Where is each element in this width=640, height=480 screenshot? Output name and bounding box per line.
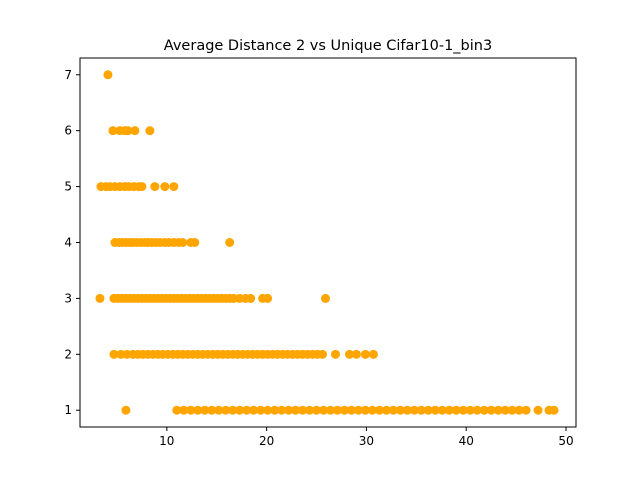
data-point xyxy=(284,405,294,415)
data-point xyxy=(312,405,322,415)
data-point xyxy=(190,238,200,247)
data-point xyxy=(493,405,503,415)
data-point xyxy=(451,405,461,415)
x-axis: 10 20 30 40 50 xyxy=(159,427,574,448)
data-point xyxy=(319,405,329,415)
data-point xyxy=(277,405,287,415)
data-point xyxy=(521,405,531,415)
y-tick-label: 2 xyxy=(64,347,72,361)
data-point xyxy=(368,349,378,359)
data-point xyxy=(214,405,224,415)
y-tick-label: 4 xyxy=(64,236,72,250)
x-tick-label: 10 xyxy=(159,434,174,448)
x-tick-label: 50 xyxy=(558,434,573,448)
chart-title: Average Distance 2 vs Unique Cifar10-1_b… xyxy=(164,38,492,54)
data-point xyxy=(186,405,196,415)
data-point xyxy=(172,405,182,415)
data-point xyxy=(472,405,482,415)
y-tick-label: 5 xyxy=(64,180,72,194)
data-point xyxy=(486,405,496,415)
data-point xyxy=(169,182,179,192)
data-point xyxy=(416,405,426,415)
data-point xyxy=(409,405,419,415)
data-point xyxy=(305,405,315,415)
data-point xyxy=(225,238,235,247)
data-point xyxy=(430,405,440,415)
data-point xyxy=(395,405,405,415)
y-axis: 1 2 3 4 5 6 7 xyxy=(64,68,80,417)
data-point xyxy=(242,405,252,415)
data-point xyxy=(344,349,354,359)
y-tick-label: 1 xyxy=(64,403,72,417)
data-point xyxy=(130,126,140,136)
y-tick-label: 6 xyxy=(64,124,72,138)
data-point xyxy=(321,293,331,303)
data-point xyxy=(437,405,447,415)
data-point xyxy=(179,405,189,415)
data-point xyxy=(137,182,147,192)
data-point xyxy=(402,405,412,415)
data-point xyxy=(465,405,475,415)
data-point xyxy=(109,349,119,359)
data-point xyxy=(103,70,113,80)
data-point xyxy=(332,405,342,415)
data-point xyxy=(549,405,559,415)
data-point xyxy=(263,293,273,303)
y-tick-label: 7 xyxy=(64,68,72,82)
data-point xyxy=(360,405,370,415)
x-tick-label: 40 xyxy=(459,434,474,448)
data-point xyxy=(178,238,188,247)
data-point xyxy=(160,182,170,192)
data-point xyxy=(346,405,356,415)
data-point xyxy=(291,405,301,415)
data-point xyxy=(444,405,454,415)
data-point xyxy=(256,405,266,415)
data-point xyxy=(108,126,118,136)
data-point xyxy=(249,405,259,415)
data-point xyxy=(270,405,280,415)
data-point xyxy=(207,405,217,415)
data-point xyxy=(123,126,133,136)
data-point xyxy=(200,405,210,415)
data-point xyxy=(263,405,273,415)
data-point xyxy=(150,182,160,192)
y-tick-label: 3 xyxy=(64,291,72,305)
data-point xyxy=(228,405,238,415)
data-point xyxy=(121,405,131,415)
data-point xyxy=(353,405,363,415)
data-point xyxy=(318,349,328,359)
data-point xyxy=(458,405,468,415)
data-point xyxy=(351,349,361,359)
data-point xyxy=(145,126,155,136)
x-tick-label: 20 xyxy=(259,434,274,448)
data-point xyxy=(221,405,231,415)
data-point xyxy=(533,405,543,415)
data-point xyxy=(507,405,517,415)
points-layer xyxy=(95,70,559,415)
data-point xyxy=(367,405,377,415)
data-point xyxy=(95,293,105,303)
data-point xyxy=(298,405,308,415)
data-point xyxy=(330,349,340,359)
data-point xyxy=(235,405,245,415)
data-point xyxy=(514,405,524,415)
data-point xyxy=(246,293,256,303)
data-point xyxy=(388,405,398,415)
data-point xyxy=(479,405,489,415)
data-point xyxy=(193,405,203,415)
data-point xyxy=(423,405,433,415)
data-point xyxy=(339,405,349,415)
x-tick-label: 30 xyxy=(359,434,374,448)
data-point xyxy=(360,349,370,359)
data-point xyxy=(325,405,335,415)
data-point xyxy=(381,405,391,415)
data-point xyxy=(500,405,510,415)
data-point xyxy=(374,405,384,415)
